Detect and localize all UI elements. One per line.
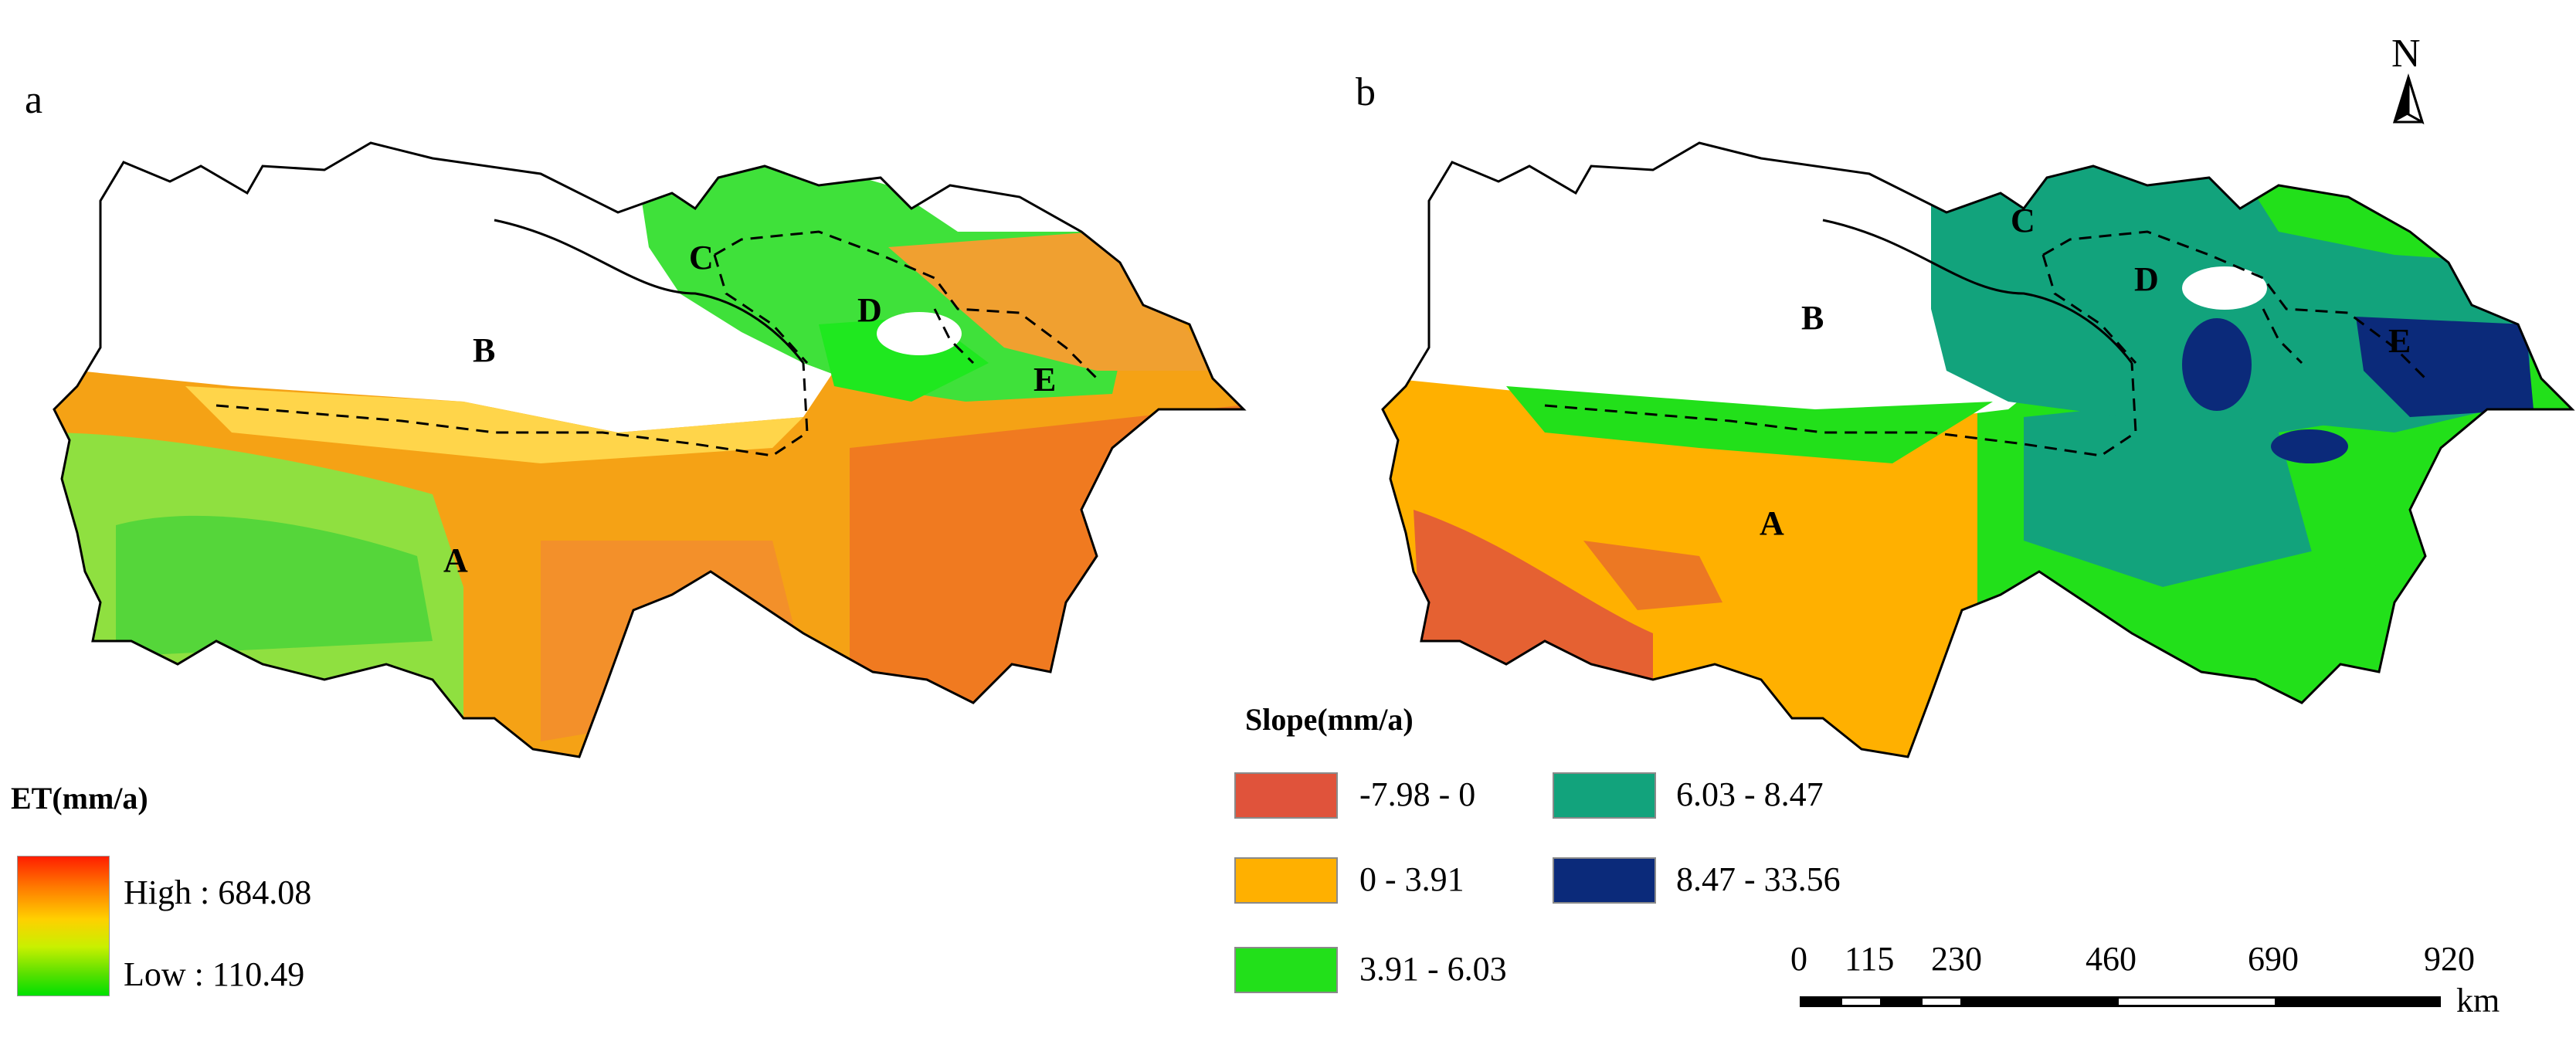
slope-class-5-label: 8.47 - 33.56 xyxy=(1676,860,1841,898)
panel-letter-b: b xyxy=(1356,70,1376,114)
scale-segment xyxy=(2116,996,2277,1007)
region-label-e: E xyxy=(1033,361,1057,399)
scale-tick-230: 230 xyxy=(1931,940,1982,978)
slope-swatch-5 xyxy=(1553,857,1656,904)
panel-letter-a: a xyxy=(25,78,43,122)
slope-class-3-label: 3.91 - 6.03 xyxy=(1359,950,1507,988)
region-label-b: B xyxy=(1801,299,1824,337)
slope-class-2-label: 0 - 3.91 xyxy=(1359,860,1464,898)
scale-tick-690: 690 xyxy=(2248,940,2299,978)
et-legend-title: ET(mm/a) xyxy=(11,781,148,816)
region-label-d: D xyxy=(2134,260,2159,298)
scale-segment xyxy=(1840,996,1882,1007)
slope-class-1-label: -7.98 - 0 xyxy=(1359,775,1476,813)
slope-swatch-2 xyxy=(1234,857,1338,904)
scale-tick-115: 115 xyxy=(1845,940,1895,978)
et-high-label: High : 684.08 xyxy=(124,873,312,911)
scale-segment xyxy=(1880,996,1923,1007)
north-arrow-icon xyxy=(2392,73,2425,125)
slope-swatch-4 xyxy=(1553,772,1656,819)
et-gradient-bar xyxy=(17,856,110,996)
region-label-d: D xyxy=(857,291,882,329)
et-low-label: Low : 110.49 xyxy=(124,955,305,993)
scale-tick-0: 0 xyxy=(1790,940,1807,978)
scale-segment xyxy=(1800,996,1842,1007)
region-label-e: E xyxy=(2388,322,2411,360)
map-panel-b xyxy=(1381,141,2574,758)
region-label-c: C xyxy=(689,239,714,276)
region-label-c: C xyxy=(2011,202,2035,239)
slope-swatch-3 xyxy=(1234,947,1338,993)
region-label-b: B xyxy=(473,331,496,369)
scale-tick-920: 920 xyxy=(2424,940,2475,978)
slope-class-4-label: 6.03 - 8.47 xyxy=(1676,775,1824,813)
map-panel-a xyxy=(53,141,1245,758)
slope-swatch-1 xyxy=(1234,772,1338,819)
scale-segment xyxy=(2275,996,2441,1007)
scale-segment xyxy=(1960,996,2119,1007)
scale-unit: km xyxy=(2456,982,2500,1019)
region-label-a: A xyxy=(443,541,468,579)
scale-tick-460: 460 xyxy=(2086,940,2136,978)
region-label-a: A xyxy=(1760,504,1784,542)
slope-legend-title: Slope(mm/a) xyxy=(1245,702,1414,737)
north-label: N xyxy=(2391,32,2421,76)
scale-segment xyxy=(1920,996,1963,1007)
